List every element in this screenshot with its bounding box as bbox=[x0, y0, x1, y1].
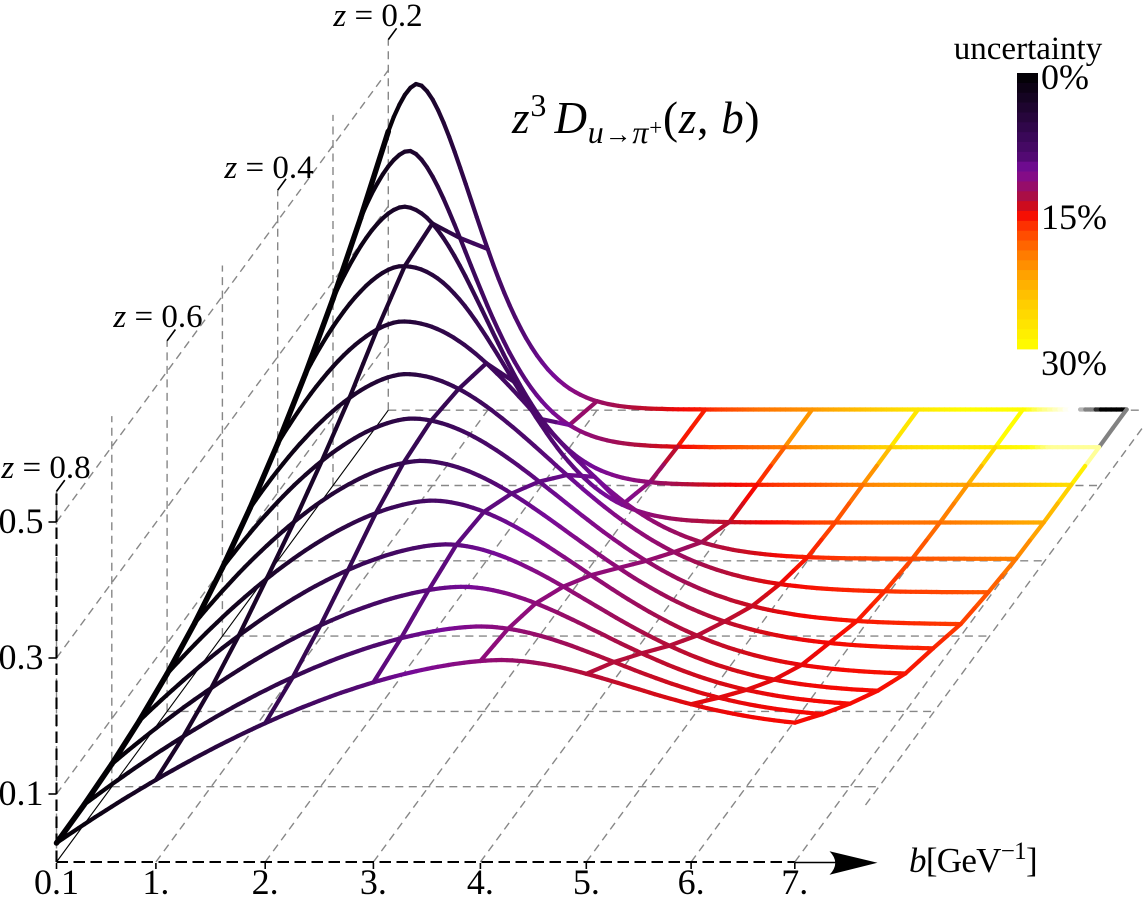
svg-text:z = 0.4: z = 0.4 bbox=[223, 150, 313, 186]
svg-text:0.1: 0.1 bbox=[34, 862, 79, 901]
svg-text:z = 0.2: z = 0.2 bbox=[332, 0, 422, 34]
svg-text:4.: 4. bbox=[467, 862, 494, 901]
svg-text:0%: 0% bbox=[1041, 57, 1089, 97]
svg-text:0.1: 0.1 bbox=[0, 773, 44, 813]
svg-text:uncertainty: uncertainty bbox=[954, 31, 1103, 67]
svg-text:30%: 30% bbox=[1041, 343, 1107, 383]
svg-text:z = 0.6: z = 0.6 bbox=[112, 299, 202, 335]
svg-text:0.3: 0.3 bbox=[0, 637, 44, 677]
svg-text:z = 0.8: z = 0.8 bbox=[0, 450, 90, 486]
svg-text:0.5: 0.5 bbox=[0, 501, 44, 541]
svg-text:3.: 3. bbox=[360, 862, 387, 901]
svg-text:2.: 2. bbox=[252, 862, 279, 901]
svg-text:15%: 15% bbox=[1041, 197, 1107, 237]
svg-text:5.: 5. bbox=[573, 862, 600, 901]
svg-text:7.: 7. bbox=[781, 862, 808, 901]
svg-text:1.: 1. bbox=[142, 862, 169, 901]
svg-text:6.: 6. bbox=[678, 862, 705, 901]
